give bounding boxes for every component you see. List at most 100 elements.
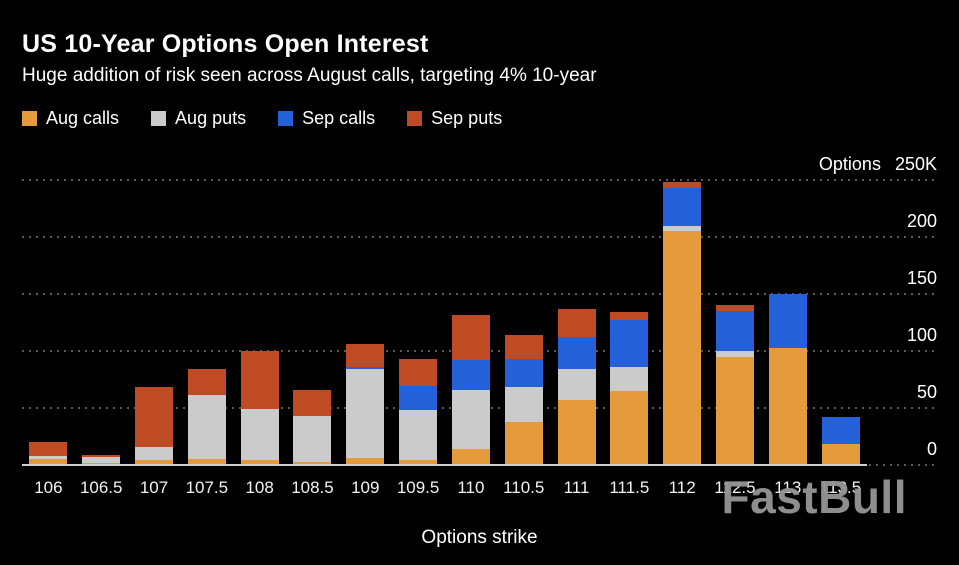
bar-segment-aug-puts [557,369,596,400]
bar-segment-sep-puts [135,387,174,447]
bar-segment-aug-calls [504,421,543,465]
y-axis-tick-label: Options 250K [819,152,937,176]
legend-item-sep-calls: Sep calls [278,108,375,129]
x-axis-tick-label: 110.5 [503,478,545,497]
y-axis-tick-label: 0 [927,437,937,461]
bar-segment-sep-puts [399,358,438,387]
bar-segment-sep-puts [451,314,490,361]
bar-segment-aug-puts [293,415,332,462]
bar-segment-sep-calls [610,320,649,367]
y-axis-tick-label: 100 [907,323,937,347]
bar-segment-sep-calls [557,337,596,370]
bar-segment-sep-puts [293,389,332,416]
x-axis-tick-label: 111 [563,478,590,497]
x-axis-tick-label: 107 [139,478,169,497]
bar-segment-sep-puts [557,308,596,338]
bar-segment-sep-calls [768,294,807,348]
bar-segment-aug-calls [610,390,649,465]
bar-segment-sep-calls [663,187,702,226]
bar-segment-sep-calls [821,417,860,445]
bar-segment-aug-calls [187,459,226,465]
bar-segment-sep-calls [346,366,385,370]
bar-segment-aug-puts [29,455,68,460]
bar-segment-sep-puts [82,454,121,457]
bar-segment-aug-puts [504,387,543,422]
legend-label-aug-puts: Aug puts [175,108,247,128]
legend-label-sep-calls: Sep calls [302,108,376,128]
bar-segment-aug-puts [346,369,385,459]
chart-title: US 10-Year Options Open Interest [22,30,429,58]
bar-segment-aug-puts [399,410,438,461]
x-axis-tick-label: 106.5 [79,478,123,497]
x-axis-tick-label: 107.5 [185,478,229,497]
bar-segment-aug-calls [135,460,174,465]
y-axis-tick-value: 250K [894,154,937,174]
bar-segment-aug-calls [768,347,807,465]
legend-item-aug-calls: Aug calls [22,108,119,129]
gridline [22,236,937,238]
bar-segment-aug-calls [557,400,596,465]
legend: Aug calls Aug puts Sep calls Sep puts [22,108,502,129]
bar-segment-aug-puts [610,366,649,391]
bar-segment-sep-puts [240,351,279,410]
y-axis-tick-value: 50 [916,382,937,402]
bar-segment-sep-puts [663,182,702,188]
gridline [22,179,937,181]
x-axis-tick-label: 109 [351,478,380,497]
bar-segment-sep-puts [610,312,649,321]
bar-segment-aug-puts [715,351,754,357]
bar-segment-sep-puts [346,344,385,367]
bar-segment-aug-calls [821,444,860,465]
bar-segment-aug-puts [240,409,279,461]
x-axis-tick-label: 109.5 [396,478,440,497]
x-axis-tick-label: 108.5 [291,478,334,497]
legend-swatch-sep-puts [407,111,423,126]
bar-segment-sep-puts [29,442,68,456]
x-axis-tick-label: 111.5 [609,478,650,497]
legend-item-aug-puts: Aug puts [151,108,246,129]
bar-segment-sep-calls [451,360,490,390]
legend-swatch-aug-calls [22,111,37,126]
bar-segment-sep-calls [399,386,438,411]
y-axis-tick-label: 200 [907,209,937,233]
bar-segment-aug-puts [451,389,490,450]
y-axis-tick-value: 200 [906,211,937,231]
chart-subtitle: Huge addition of risk seen across August… [22,65,597,86]
x-axis-tick-label: 113.5 [819,478,862,497]
y-axis-tick-value: 100 [906,325,937,345]
x-axis-line [22,464,867,466]
chart-area: 0 50 100 150 200 Options 250K 106 106.5 107 107.5… [22,140,937,535]
bar-segment-sep-calls [504,358,543,388]
bar-segment-aug-calls [293,461,332,465]
bar-segment-aug-calls [346,458,385,465]
y-axis-tick-label: 150 [907,266,937,290]
x-axis-tick-label: 113 [774,478,802,497]
gridline [22,293,937,295]
legend-swatch-aug-puts [151,111,167,126]
bar-segment-sep-calls [715,311,754,351]
bar-segment-sep-puts [715,305,754,312]
legend-label-aug-calls: Aug calls [46,108,120,128]
legend-label-sep-puts: Sep puts [431,108,503,128]
legend-swatch-sep-calls [278,111,294,126]
bar-segment-aug-calls [399,460,438,465]
bar-segment-aug-puts [135,446,174,461]
bar-segment-aug-calls [663,231,702,465]
y-axis-tick-label: 50 [917,380,937,404]
y-axis-tick-value: 150 [906,268,937,288]
bar-segment-aug-puts [82,457,121,463]
bar-segment-aug-calls [451,449,490,465]
legend-item-sep-puts: Sep puts [407,108,502,129]
x-axis-tick-label: 110 [457,478,485,497]
x-axis-tick-label: 108 [245,478,274,497]
bar-segment-aug-calls [240,460,279,465]
bar-segment-sep-puts [504,335,543,359]
x-axis-title: Options strike [421,527,538,548]
watermark: FastBull [721,471,907,523]
bar-segment-aug-puts [187,395,226,460]
x-axis-tick-label: 112 [668,478,696,497]
bar-segment-aug-calls [715,356,754,465]
bar-segment-sep-puts [187,369,226,396]
x-axis-tick-label: 106 [34,478,63,497]
